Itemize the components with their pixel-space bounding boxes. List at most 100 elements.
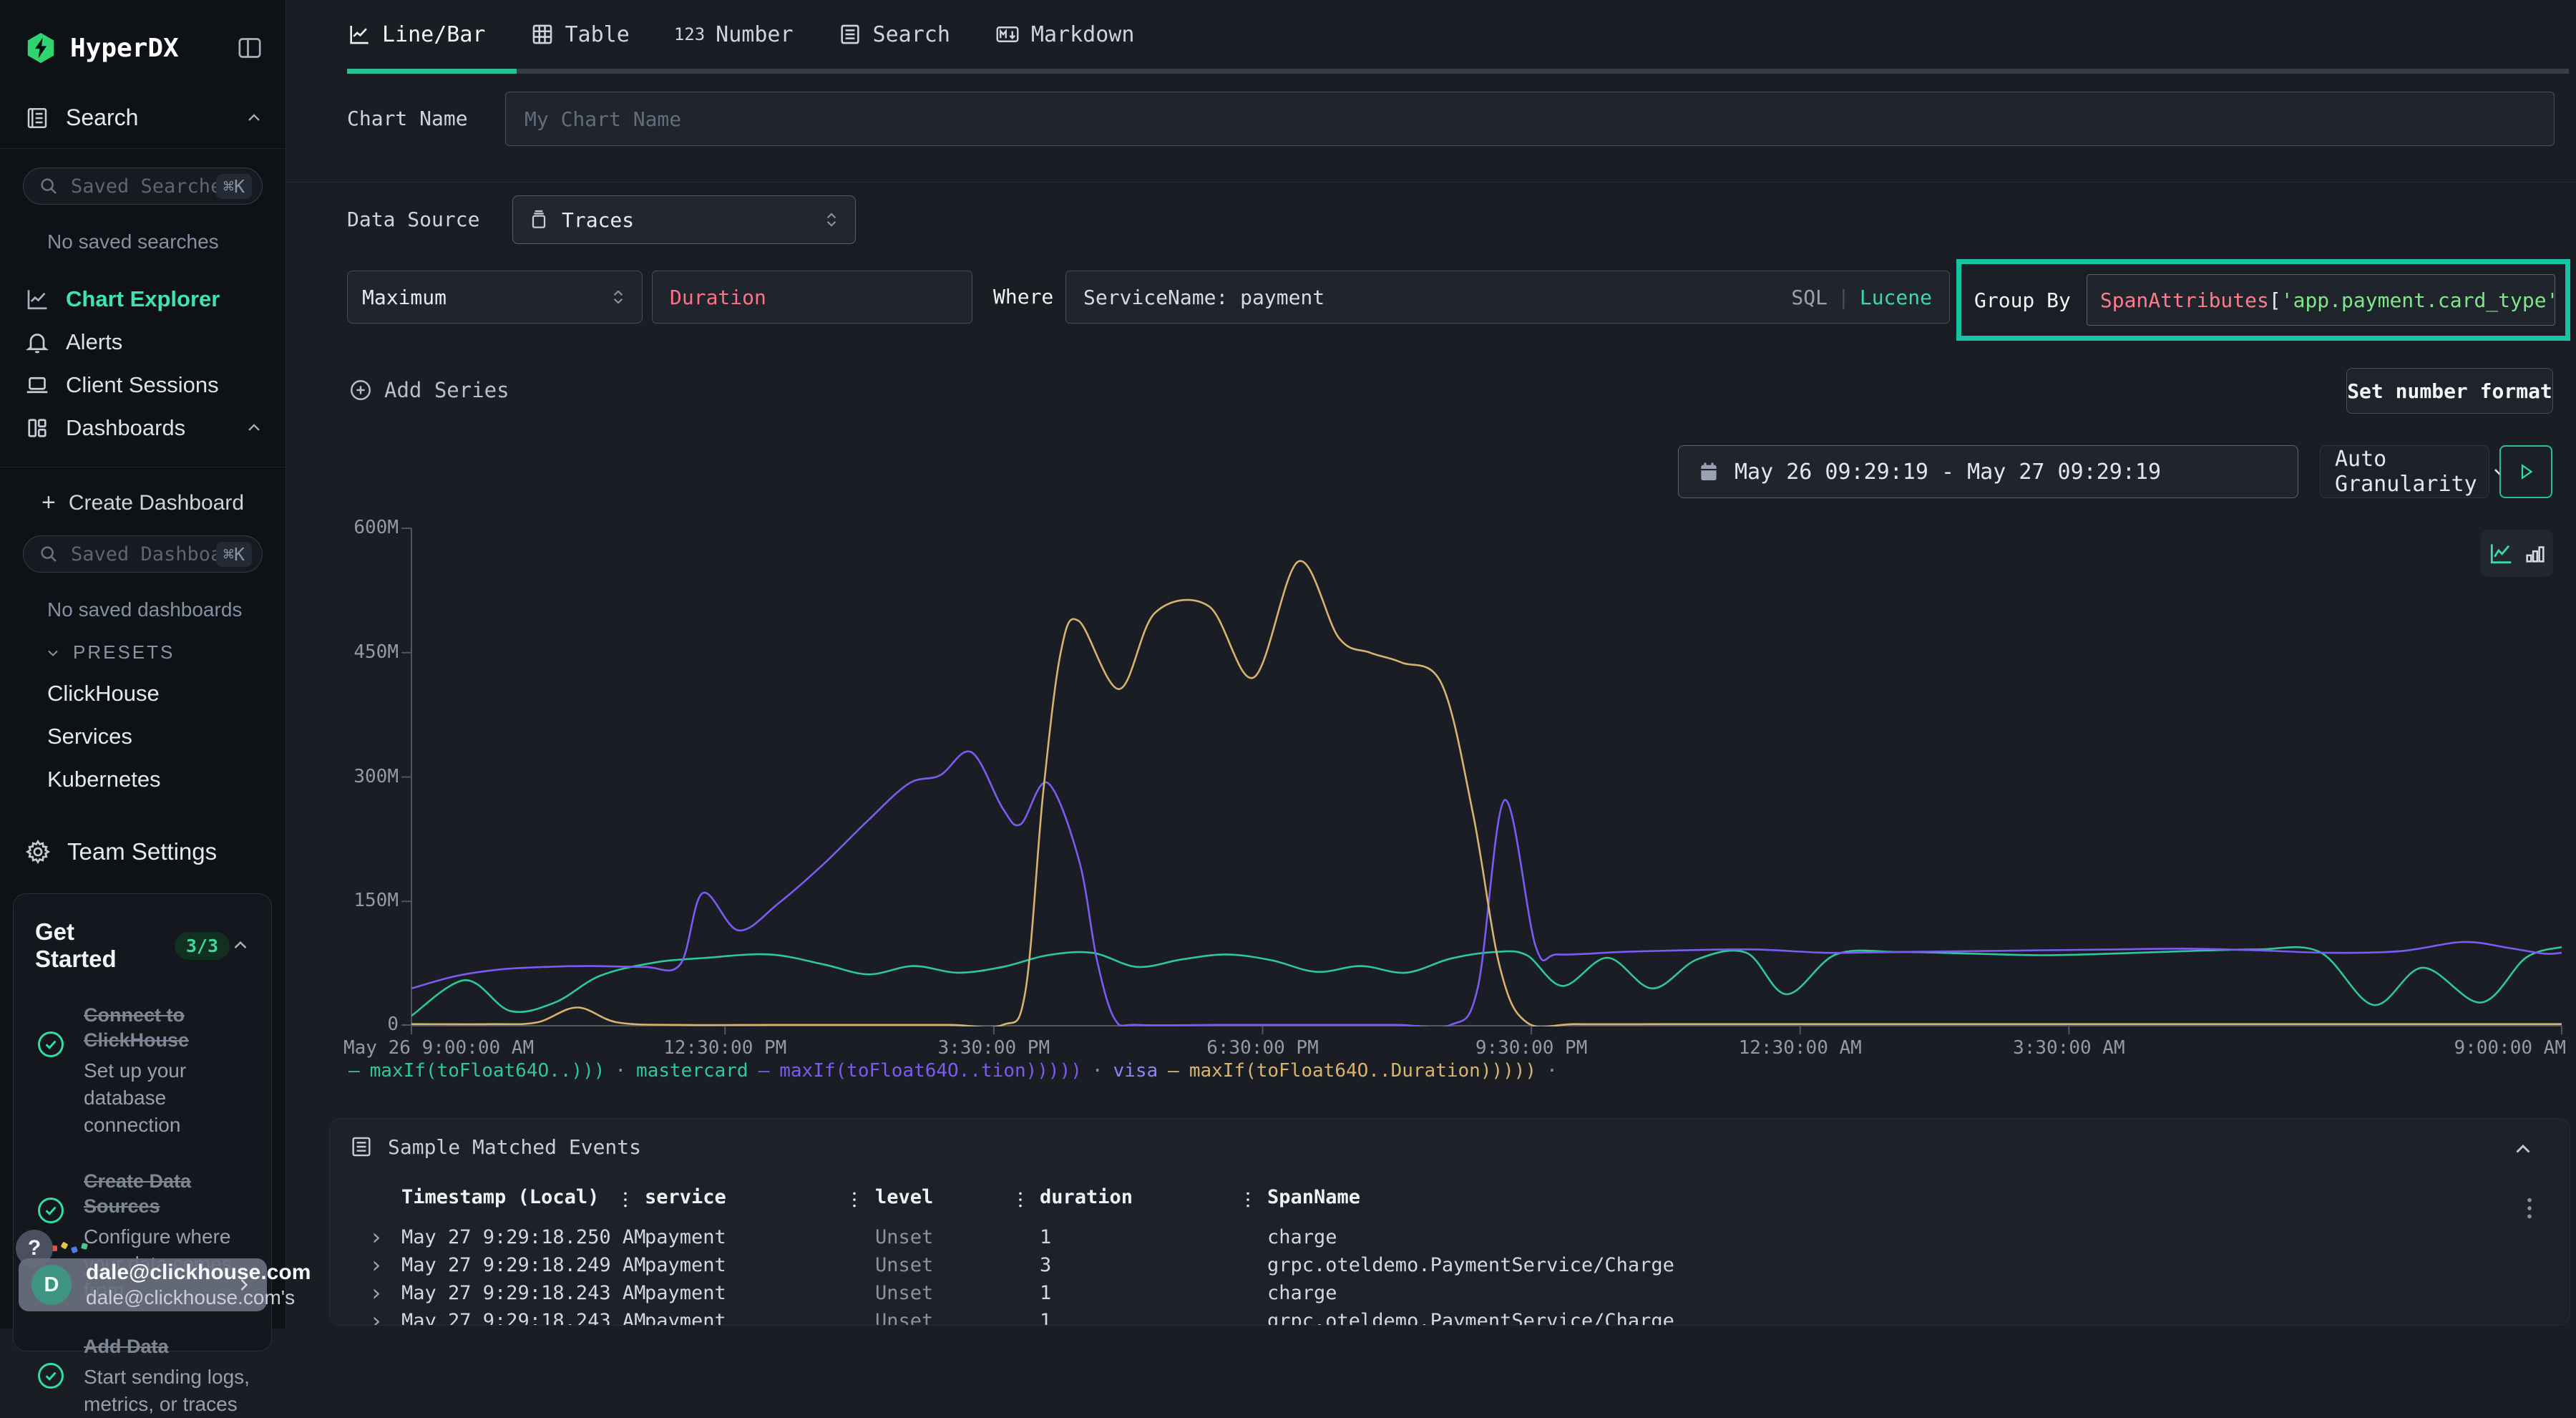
chevron-up-icon[interactable] xyxy=(2511,1137,2535,1162)
bell-icon xyxy=(24,329,50,355)
table-cell: Unset xyxy=(875,1279,933,1307)
saved-dashboards-search[interactable]: ⌘K xyxy=(23,535,263,573)
legend-series-name: mastercard xyxy=(636,1060,748,1082)
bar-chart-toggle-icon[interactable] xyxy=(2523,541,2547,565)
sample-matched-events-panel: Sample Matched Events Timestamp (Local) s… xyxy=(329,1118,2570,1326)
presets-toggle[interactable]: PRESETS xyxy=(44,641,286,664)
column-header[interactable]: duration xyxy=(1040,1186,1133,1208)
column-header[interactable]: service xyxy=(645,1186,726,1208)
dashboards-icon xyxy=(24,415,50,441)
get-started-item-add-data[interactable]: Add Data Start sending logs, metrics, or… xyxy=(35,1334,251,1418)
x-axis-tick-label: May 26 9:00:00 AM xyxy=(343,1037,534,1059)
x-axis-tick-label: 3:30:00 PM xyxy=(938,1037,1050,1059)
field-input[interactable]: Duration xyxy=(652,271,972,324)
column-resize-grip[interactable] xyxy=(851,1190,858,1209)
set-number-format-button[interactable]: Set number format xyxy=(2346,368,2553,414)
hyperdx-app: HyperDX Search ⌘K No saved searches xyxy=(0,0,2576,1329)
time-range-value: May 26 09:29:19 - May 27 09:29:19 xyxy=(1735,460,2161,485)
table-row[interactable]: ›May 27 9:29:18.250 AMpaymentUnset1charg… xyxy=(330,1223,2570,1251)
sidebar-item-chart-explorer[interactable]: Chart Explorer xyxy=(0,278,286,321)
column-resize-grip[interactable] xyxy=(622,1190,629,1209)
row-expand-icon[interactable]: › xyxy=(369,1223,383,1251)
table-cell: May 27 9:29:18.243 AM xyxy=(401,1307,645,1326)
sidebar-item-client-sessions[interactable]: Client Sessions xyxy=(0,364,286,407)
table-cell: 1 xyxy=(1040,1279,1051,1307)
aggregation-select[interactable]: Maximum xyxy=(347,271,643,324)
tab-number[interactable]: 123 Number xyxy=(674,22,794,47)
table-cell: payment xyxy=(645,1307,726,1326)
tab-label: Number xyxy=(716,22,793,47)
user-menu[interactable]: D dale@clickhouse.com dale@clickhouse.co… xyxy=(19,1258,267,1311)
tab-search[interactable]: Search xyxy=(838,22,950,47)
run-query-button[interactable] xyxy=(2499,445,2552,498)
search-section-header[interactable]: Search xyxy=(0,105,286,131)
table-cell: payment xyxy=(645,1251,726,1279)
chevron-up-icon[interactable] xyxy=(244,418,264,438)
events-panel-header[interactable]: Sample Matched Events xyxy=(349,1135,641,1159)
table-row[interactable]: ›May 27 9:29:18.243 AMpaymentUnset1charg… xyxy=(330,1279,2570,1307)
sidebar-collapse-icon[interactable] xyxy=(235,34,264,62)
x-axis-tick-label: 3:30:00 AM xyxy=(2013,1037,2125,1059)
data-source-select[interactable]: Traces xyxy=(512,195,856,244)
saved-searches-search[interactable]: ⌘K xyxy=(23,167,263,205)
chart-display-toggle[interactable] xyxy=(2481,530,2553,577)
create-dashboard-button[interactable]: + Create Dashboard xyxy=(42,489,286,517)
lucene-mode-button[interactable]: Lucene xyxy=(1860,286,1932,309)
row-expand-icon[interactable]: › xyxy=(369,1307,383,1326)
column-header[interactable]: SpanName xyxy=(1267,1186,1360,1208)
markdown-icon xyxy=(995,21,1020,47)
where-input[interactable]: ServiceName: payment SQL | Lucene xyxy=(1065,271,1950,324)
table-row[interactable]: ›May 27 9:29:18.243 AMpaymentUnset1grpc.… xyxy=(330,1307,2570,1326)
chart-name-input[interactable] xyxy=(505,92,2555,146)
tab-line-bar[interactable]: Line/Bar xyxy=(347,22,486,47)
shortcut-badge: ⌘K xyxy=(216,542,252,567)
column-header[interactable]: Timestamp (Local) xyxy=(401,1186,599,1208)
active-tab-indicator xyxy=(347,69,517,74)
sidebar-item-dashboards[interactable]: Dashboards xyxy=(0,407,286,450)
group-by-key: 'app.payment.card_type' xyxy=(2281,288,2555,312)
saved-dashboards-input[interactable] xyxy=(71,543,216,565)
column-resize-grip[interactable] xyxy=(1017,1190,1024,1209)
table-cell: 3 xyxy=(1040,1251,1051,1279)
sql-mode-button[interactable]: SQL xyxy=(1791,286,1828,309)
row-expand-icon[interactable]: › xyxy=(369,1251,383,1279)
table-cell: grpc.oteldemo.PaymentService/Charge xyxy=(1267,1307,1674,1326)
presets-label: PRESETS xyxy=(73,641,175,664)
chevron-up-icon[interactable] xyxy=(230,935,251,956)
time-range-picker[interactable]: May 26 09:29:19 - May 27 09:29:19 xyxy=(1678,445,2298,498)
group-by-input[interactable]: SpanAttributes['app.payment.card_type'] xyxy=(2087,274,2555,326)
column-header[interactable]: level xyxy=(875,1186,933,1208)
granularity-select[interactable]: Auto Granularity xyxy=(2320,445,2489,498)
get-started-item-connect[interactable]: Connect to ClickHouse Set up your databa… xyxy=(35,1003,251,1139)
tab-markdown[interactable]: Markdown xyxy=(995,21,1135,47)
sidebar-item-alerts[interactable]: Alerts xyxy=(0,321,286,364)
get-started-item-desc: Start sending logs, metrics, or traces xyxy=(84,1364,251,1418)
avatar: D xyxy=(31,1265,72,1305)
table-row[interactable]: ›May 27 9:29:18.249 AMpaymentUnset3grpc.… xyxy=(330,1251,2570,1279)
add-series-button[interactable]: Add Series xyxy=(348,378,509,402)
tab-table[interactable]: Table xyxy=(530,22,630,47)
preset-clickhouse[interactable]: ClickHouse xyxy=(47,681,286,706)
column-resize-grip[interactable] xyxy=(1244,1190,1252,1209)
saved-searches-input[interactable] xyxy=(71,175,216,198)
divider xyxy=(0,148,286,149)
granularity-value: Auto Granularity xyxy=(2335,447,2477,497)
team-settings-button[interactable]: Team Settings xyxy=(24,838,286,865)
chevron-down-icon xyxy=(44,644,62,661)
preset-services[interactable]: Services xyxy=(47,724,286,749)
line-chart-toggle-icon[interactable] xyxy=(2487,540,2514,567)
x-axis-tick-label: 6:30:00 PM xyxy=(1206,1037,1319,1059)
group-by-function: SpanAttributes xyxy=(2100,288,2269,312)
chart-legend[interactable]: —maxIf(toFloat64O..)))·mastercard—maxIf(… xyxy=(348,1060,2547,1082)
search-section-icon xyxy=(24,105,50,131)
circle-plus-icon xyxy=(348,378,373,402)
table-cell: Unset xyxy=(875,1223,933,1251)
row-expand-icon[interactable]: › xyxy=(369,1279,383,1307)
legend-separator: · xyxy=(1092,1060,1103,1082)
chevron-up-icon[interactable] xyxy=(244,108,264,128)
where-label: Where xyxy=(993,271,1053,324)
preset-kubernetes[interactable]: Kubernetes xyxy=(47,767,286,792)
legend-series-expression: maxIf(toFloat64O..Duration))))) xyxy=(1189,1060,1536,1082)
database-icon xyxy=(527,208,550,231)
group-by-highlight: Group By SpanAttributes['app.payment.car… xyxy=(1956,259,2570,341)
